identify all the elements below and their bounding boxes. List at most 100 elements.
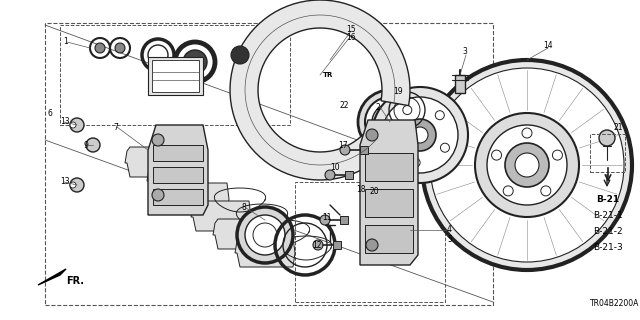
Circle shape [366,129,378,141]
Text: 6: 6 [48,108,53,117]
Text: 2: 2 [376,102,381,111]
Circle shape [152,189,164,201]
Text: 15: 15 [346,25,356,34]
Text: B-21-2: B-21-2 [593,228,623,236]
Text: 5: 5 [447,236,452,244]
Circle shape [152,134,164,146]
Circle shape [404,119,436,151]
Bar [365,153,413,181]
Circle shape [115,43,125,53]
Circle shape [366,239,378,251]
Polygon shape [213,219,273,249]
Bar [365,225,413,253]
Circle shape [515,153,539,177]
Circle shape [372,104,408,140]
Polygon shape [147,165,207,195]
Circle shape [475,113,579,217]
Circle shape [541,186,551,196]
Circle shape [183,50,207,74]
Polygon shape [360,120,418,265]
Polygon shape [230,0,410,180]
Text: 13: 13 [60,178,70,187]
Polygon shape [148,125,208,215]
Circle shape [380,112,400,132]
Polygon shape [38,269,66,285]
Circle shape [325,170,335,180]
Circle shape [435,111,444,120]
Circle shape [365,97,415,147]
Bar [360,146,368,154]
Text: B-21-1: B-21-1 [593,212,623,220]
Text: B-21-3: B-21-3 [593,244,623,252]
Circle shape [70,118,84,132]
Circle shape [503,186,513,196]
Text: 13: 13 [60,117,70,126]
Circle shape [70,178,84,192]
Circle shape [70,122,76,128]
Bar [295,182,445,302]
Text: 18: 18 [356,186,365,195]
Text: 10: 10 [330,164,340,172]
Bar [153,145,203,161]
Circle shape [388,135,397,144]
Bar [148,57,203,95]
Circle shape [552,150,563,160]
Text: 4: 4 [447,226,452,235]
Text: 14: 14 [543,41,552,50]
Text: 7: 7 [113,123,118,132]
Text: 1: 1 [63,37,68,46]
Text: 22: 22 [340,100,349,109]
Text: FR.: FR. [66,276,84,286]
Text: 19: 19 [393,87,403,97]
Bar [45,23,493,305]
Circle shape [320,215,330,225]
Circle shape [599,130,615,146]
Circle shape [422,60,632,270]
Polygon shape [191,201,251,231]
Text: 21: 21 [613,124,623,132]
Bar [152,60,199,92]
Polygon shape [235,237,295,267]
Text: TR: TR [323,72,333,78]
Bar [153,167,203,183]
Circle shape [95,43,105,53]
Circle shape [522,128,532,138]
Text: 11: 11 [322,212,332,221]
Circle shape [487,125,567,205]
Circle shape [358,90,422,154]
Circle shape [313,240,323,250]
Text: 12: 12 [312,241,321,250]
Circle shape [231,46,249,64]
Circle shape [411,158,420,167]
Bar [153,189,203,205]
Circle shape [70,182,76,188]
Circle shape [245,215,285,255]
Text: B-21: B-21 [596,196,620,204]
Polygon shape [169,183,229,213]
Bar [340,216,348,224]
Circle shape [412,127,428,143]
Bar [365,189,413,217]
Text: 9: 9 [83,140,88,149]
Text: 3: 3 [462,47,467,57]
Circle shape [403,106,412,115]
Circle shape [86,138,100,152]
Circle shape [492,150,502,160]
Bar [345,171,353,179]
Bar [590,134,625,172]
Circle shape [505,143,549,187]
Text: TR04B2200A: TR04B2200A [590,299,639,308]
Bar [60,25,290,125]
Bar [455,75,465,93]
Circle shape [430,68,624,262]
Circle shape [440,143,449,152]
Bar [333,241,341,249]
Polygon shape [125,147,185,177]
Text: 20: 20 [369,188,379,196]
Circle shape [382,97,458,173]
Text: 17: 17 [338,140,348,149]
Text: 16: 16 [346,34,356,43]
Circle shape [237,207,293,263]
Text: 8: 8 [241,204,246,212]
Circle shape [340,145,350,155]
